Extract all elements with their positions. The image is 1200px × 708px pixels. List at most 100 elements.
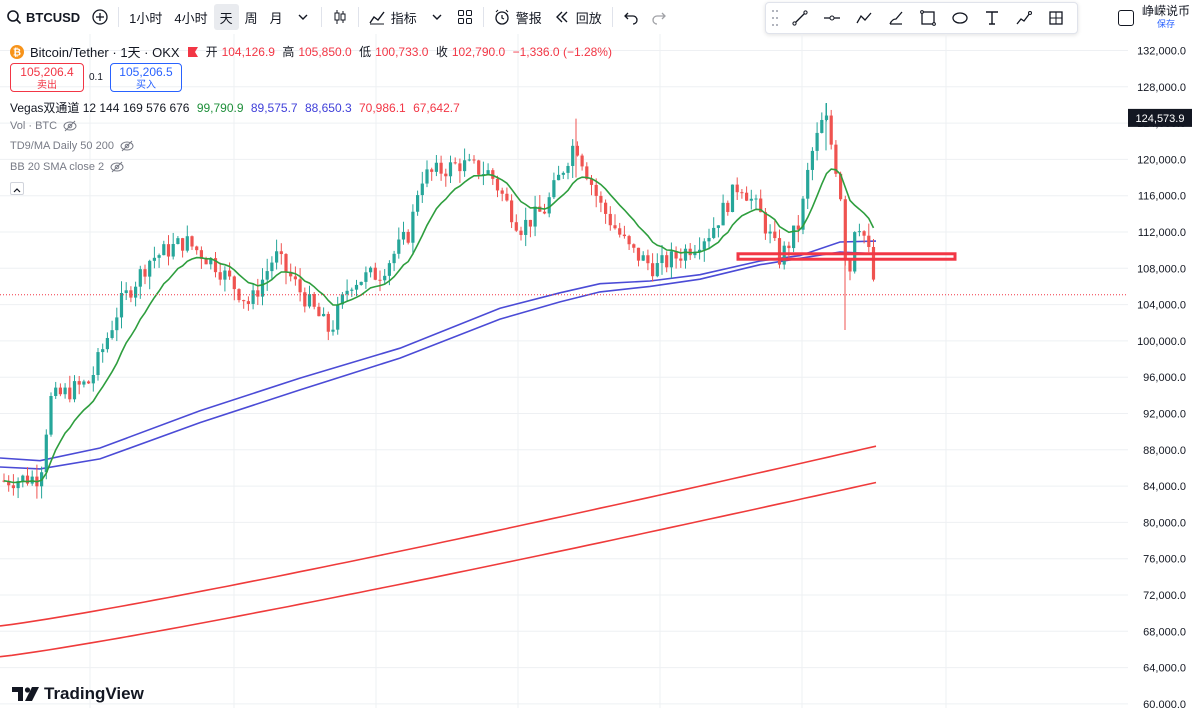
price-axis-label: 112,000.0 <box>1138 227 1186 239</box>
candle-body <box>298 279 302 293</box>
bb-label: BB 20 SMA close 2 <box>10 161 105 173</box>
hidden-eye-icon[interactable] <box>110 161 124 173</box>
measure-tool[interactable] <box>1008 4 1040 32</box>
svg-text:₿: ₿ <box>13 46 21 58</box>
candle-body <box>425 169 429 184</box>
interval-dropdown[interactable] <box>289 4 317 30</box>
vegas-name: Vegas双通道 12 144 169 576 676 <box>10 101 190 115</box>
candle-body <box>228 270 232 277</box>
replay-icon <box>555 11 568 23</box>
flag-icon[interactable] <box>186 46 200 58</box>
candle-body <box>359 281 363 285</box>
candle-body <box>571 145 575 166</box>
candle-body <box>721 202 725 226</box>
candle-body <box>796 225 800 230</box>
candle-body <box>862 231 866 236</box>
shape-tool[interactable] <box>944 4 976 32</box>
redo-icon <box>652 12 666 25</box>
chevron-down-icon <box>298 14 308 20</box>
candle-body <box>387 263 391 276</box>
brush-tool[interactable] <box>880 4 912 32</box>
symbol-label: BTCUSD <box>26 9 81 25</box>
candle-body <box>331 329 335 332</box>
chart-type-button[interactable] <box>326 4 354 30</box>
drawing-toolbar <box>765 2 1078 34</box>
bb-indicator-legend[interactable]: BB 20 SMA close 2 <box>10 161 124 173</box>
candle-body <box>787 245 791 249</box>
path-tool[interactable] <box>848 4 880 32</box>
fib-tool[interactable] <box>1040 4 1072 32</box>
candle-body <box>378 279 382 281</box>
candle-body <box>538 206 542 212</box>
candle-body <box>129 290 133 298</box>
indicators-button[interactable]: 指标 <box>363 4 423 30</box>
drag-handle[interactable] <box>770 8 780 28</box>
interval-1d[interactable]: 天 <box>213 4 239 30</box>
legend-collapse-button[interactable] <box>10 182 24 195</box>
symbol-search[interactable]: BTCUSD <box>0 4 86 30</box>
tradingview-logo[interactable]: TradingView <box>12 684 144 704</box>
sell-button[interactable]: 105,206.4 卖出 <box>10 63 84 92</box>
candle-body <box>857 231 861 233</box>
interval-4h[interactable]: 4小时 <box>174 10 208 26</box>
save-area[interactable]: 峥嵘说币 保存 <box>1118 4 1200 32</box>
candle-body <box>25 475 30 484</box>
candle-body <box>585 166 589 179</box>
td9-indicator-legend[interactable]: TD9/MA Daily 50 200 <box>10 140 134 152</box>
candle-body <box>594 184 598 196</box>
volume-label: Vol · BTC <box>10 120 58 132</box>
chevron-down-icon <box>432 14 442 20</box>
vegas-indicator-legend[interactable]: Vegas双通道 12 144 169 576 676 99,790.9 89,… <box>10 99 460 116</box>
candle-body <box>519 230 523 235</box>
horizontal-line-tool[interactable] <box>816 4 848 32</box>
candle-body <box>110 330 114 338</box>
candle-body <box>162 244 166 256</box>
candle-body <box>411 211 415 243</box>
buy-label: 买入 <box>136 80 156 91</box>
interval-1h[interactable]: 1小时 <box>129 10 163 26</box>
volume-indicator-legend[interactable]: Vol · BTC <box>10 120 77 132</box>
hidden-eye-icon[interactable] <box>63 120 77 132</box>
top-toolbar: BTCUSD 1小时 4小时 天 周 月 指标 警报 回放 <box>0 0 1200 34</box>
price-axis[interactable]: 132,000.0128,000.0124,000.0120,000.0116,… <box>1137 46 1186 708</box>
indicators-dropdown[interactable] <box>423 4 451 30</box>
alert-icon <box>495 9 509 25</box>
alert-button[interactable]: 警报 <box>488 4 548 30</box>
interval-1m[interactable]: 月 <box>269 10 283 26</box>
highlight-rectangle[interactable] <box>736 252 957 261</box>
candle-body <box>401 231 406 240</box>
price-axis-label: 68,000.0 <box>1143 626 1186 638</box>
redo-button[interactable] <box>645 4 673 30</box>
candle-body <box>707 237 711 242</box>
interval-1w[interactable]: 周 <box>244 10 258 26</box>
price-axis-label: 76,000.0 <box>1143 554 1186 566</box>
candle-body <box>660 255 664 264</box>
candle-body <box>420 183 424 196</box>
candle-body <box>166 244 171 257</box>
save-checkbox[interactable] <box>1118 10 1134 26</box>
price-axis-label: 64,000.0 <box>1143 663 1186 675</box>
candle-body <box>848 259 852 272</box>
candle-body <box>322 313 326 317</box>
tradingview-logo-icon <box>12 687 39 701</box>
hidden-eye-icon[interactable] <box>120 140 134 152</box>
price-chart[interactable]: 132,000.0128,000.0124,000.0120,000.0116,… <box>0 34 1200 708</box>
undo-button[interactable] <box>617 4 645 30</box>
candle-body <box>561 172 565 175</box>
rectangle-tool[interactable] <box>912 4 944 32</box>
price-axis-label: 60,000.0 <box>1143 699 1186 708</box>
candle-body <box>641 255 645 261</box>
add-symbol-button[interactable] <box>86 4 114 30</box>
candle-body <box>148 260 152 277</box>
trend-line-icon <box>792 10 808 26</box>
text-tool[interactable] <box>976 4 1008 32</box>
candle-body <box>444 173 448 177</box>
layout-button[interactable] <box>451 4 479 30</box>
candle-body <box>745 192 749 201</box>
candle-body <box>702 241 706 250</box>
buy-button[interactable]: 105,206.5 买入 <box>110 63 182 92</box>
trend-line-tool[interactable] <box>784 4 816 32</box>
candle-body <box>829 115 833 145</box>
candle-body <box>87 381 91 384</box>
replay-button[interactable]: 回放 <box>548 4 608 30</box>
